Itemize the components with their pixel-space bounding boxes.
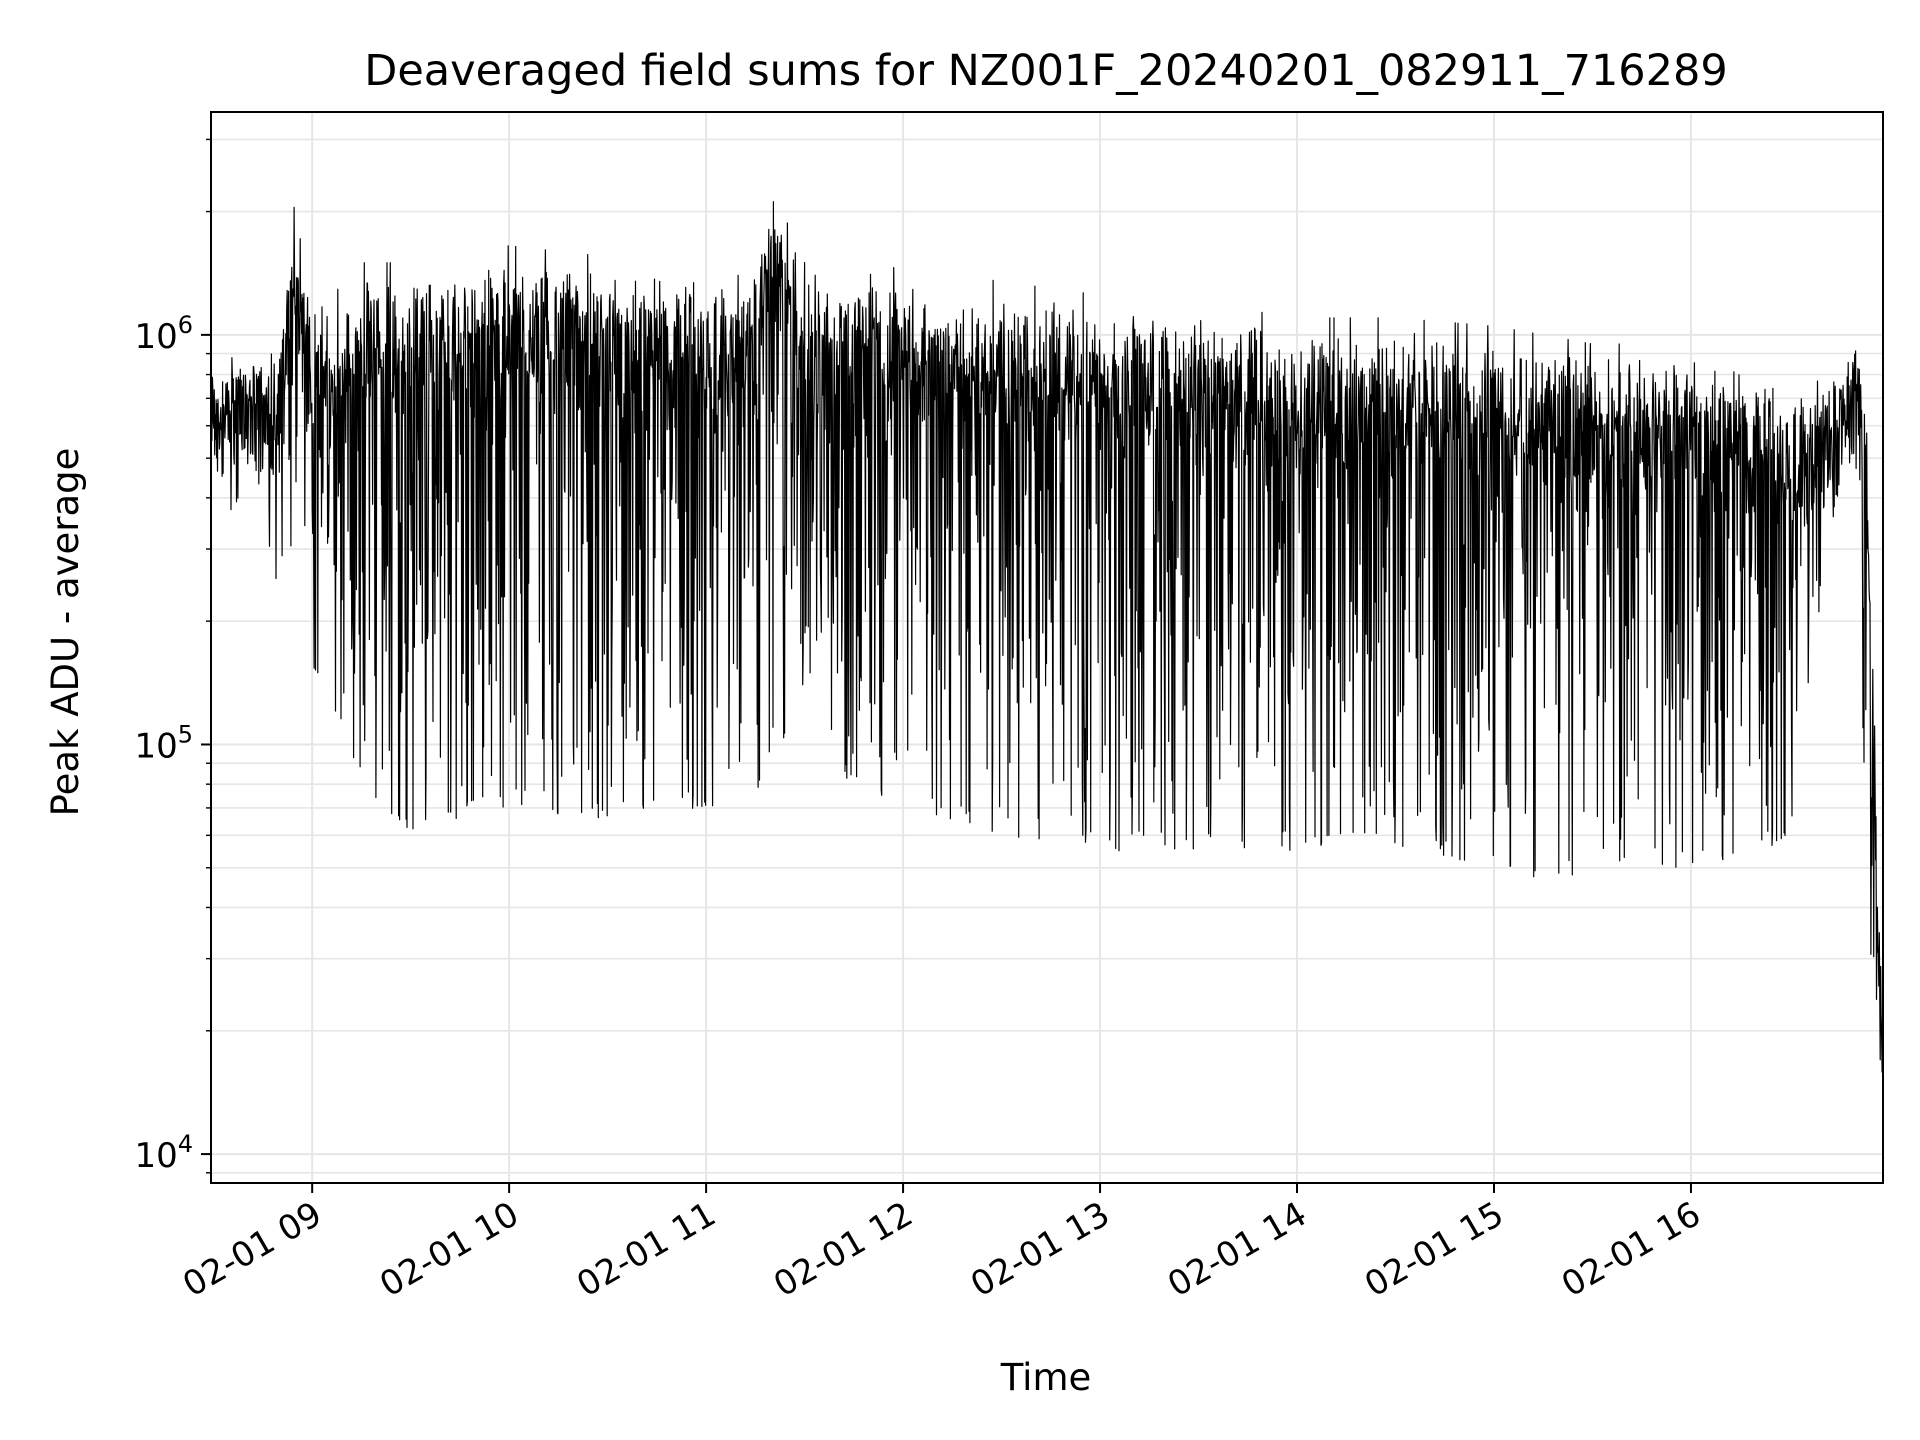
chart-title: Deaveraged field sums for NZ001F_2024020… — [364, 46, 1728, 96]
plot-area — [210, 201, 1884, 1073]
y-tick-label: 104 — [134, 1130, 193, 1176]
series-line — [210, 201, 1884, 1073]
y-tick-label: 105 — [134, 720, 193, 766]
x-axis-label: Time — [1000, 1356, 1092, 1399]
y-tick-label: 106 — [134, 311, 193, 357]
y-axis-label: Peak ADU - average — [44, 448, 87, 817]
axes-frame — [210, 111, 1884, 1184]
